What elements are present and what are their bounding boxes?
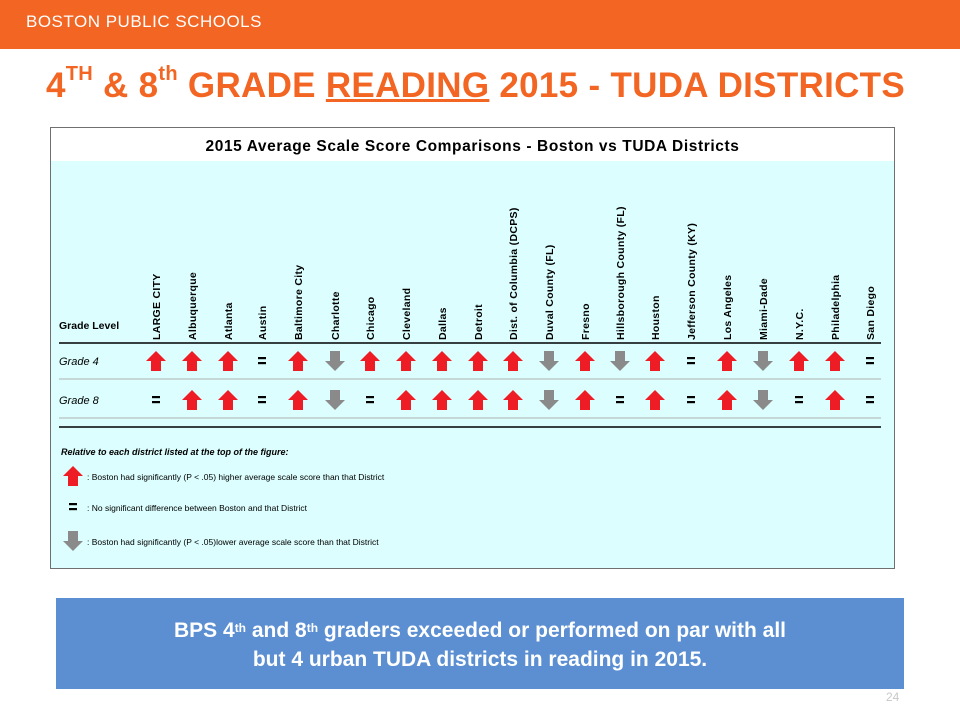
district-header: Chicago [365,296,377,340]
legend-text: : Boston had significantly (P < .05)lowe… [87,537,379,547]
cell-down-arrow-icon [539,351,559,371]
cell-down-arrow-icon [753,351,773,371]
district-header: Miami-Dade [758,278,770,340]
cell-up-arrow-icon [468,351,488,371]
district-header: Philadelphia [830,275,842,340]
district-header: Austin [257,306,269,340]
cell-up-arrow-icon [503,390,523,410]
district-header: Los Angeles [722,275,734,340]
district-header: N.Y.C. [794,308,806,340]
cell-up-arrow-icon [717,390,737,410]
district-header: Baltimore City [293,265,305,340]
legend-equal-icon [69,508,77,511]
district-header: Detroit [473,304,485,340]
district-header: Jefferson County (KY) [686,223,698,340]
page-number: 24 [886,690,900,704]
comparison-chart: 2015 Average Scale Score Comparisons - B… [50,127,895,569]
cell-down-arrow-icon [325,351,345,371]
cell-down-arrow-icon [610,351,630,371]
cell-up-arrow-icon [503,351,523,371]
cell-equal-icon [866,357,874,360]
cell-up-arrow-icon [288,351,308,371]
district-header: Albuquerque [187,272,199,340]
district-header: Dallas [437,307,449,340]
cell-up-arrow-icon [575,390,595,410]
cell-up-arrow-icon [360,351,380,371]
district-header: LARGE CITY [151,273,163,340]
callout-line-2: but 4 urban TUDA districts in reading in… [252,648,708,671]
cell-up-arrow-icon [182,390,202,410]
cell-up-arrow-icon [396,351,416,371]
district-header: Charlotte [330,291,342,340]
cell-equal-icon [795,401,803,404]
legend-up-arrow-icon [63,466,83,486]
cell-equal-icon [866,396,874,399]
cell-equal-icon [152,396,160,399]
cell-up-arrow-icon [432,390,452,410]
cell-equal-icon [687,401,695,404]
cell-up-arrow-icon [825,351,845,371]
cell-up-arrow-icon [789,351,809,371]
cell-equal-icon [795,396,803,399]
grade-level-label: Grade Level [59,320,119,332]
cell-equal-icon [616,396,624,399]
cell-up-arrow-icon [182,351,202,371]
chart-panel: LARGE CITY Albuquerque Atlanta Austin Baltim… [51,161,894,568]
cell-up-arrow-icon [645,390,665,410]
callout-line-1: BPS 4th and 8th graders exceeded or perf… [173,619,786,642]
district-header: Cleveland [401,288,413,340]
cell-up-arrow-icon [396,390,416,410]
slide-title: 4TH & 8th GRADE READING 2015 - TUDA DIST… [46,63,906,105]
cell-up-arrow-icon [218,351,238,371]
chart-grid: LARGE CITY Albuquerque Atlanta Austin Baltim… [59,206,881,551]
cell-up-arrow-icon [717,351,737,371]
title-underlined-subject: READING [325,66,490,105]
district-header: Hillsborough County (FL) [615,206,627,340]
cell-up-arrow-icon [575,351,595,371]
cell-equal-icon [687,357,695,360]
summary-callout: BPS 4th and 8th graders exceeded or perf… [56,598,904,689]
district-header: Fresno [580,303,592,340]
district-header: San Diego [865,286,877,340]
cell-up-arrow-icon [432,351,452,371]
chart-title: 2015 Average Scale Score Comparisons - B… [205,138,740,155]
legend-heading: Relative to each district listed at the … [61,447,289,457]
cell-up-arrow-icon [468,390,488,410]
cell-equal-icon [152,401,160,404]
cell-equal-icon [366,401,374,404]
row-label: Grade 4 [59,356,99,368]
district-header: Duval County (FL) [544,244,556,340]
cell-down-arrow-icon [753,390,773,410]
cell-equal-icon [258,357,266,360]
legend-down-arrow-icon [63,531,83,551]
header-bar: BOSTON PUBLIC SCHOOLS [0,0,960,49]
cell-equal-icon [866,362,874,365]
cell-up-arrow-icon [146,351,166,371]
cell-up-arrow-icon [645,351,665,371]
cell-equal-icon [687,396,695,399]
cell-up-arrow-icon [218,390,238,410]
legend-text: : No significant difference between Bost… [87,503,308,513]
cell-equal-icon [366,396,374,399]
district-header: Atlanta [223,302,235,340]
district-header: Houston [650,295,662,340]
cell-equal-icon [258,362,266,365]
cell-equal-icon [258,396,266,399]
row-label: Grade 8 [59,395,100,407]
cell-equal-icon [616,401,624,404]
cell-equal-icon [866,401,874,404]
legend-equal-icon [69,503,77,506]
cell-equal-icon [687,362,695,365]
cell-down-arrow-icon [539,390,559,410]
district-header: Dist. of Columbia (DCPS) [508,207,520,340]
cell-up-arrow-icon [288,390,308,410]
cell-down-arrow-icon [325,390,345,410]
org-name: BOSTON PUBLIC SCHOOLS [26,12,262,31]
legend-text: : Boston had significantly (P < .05) hig… [87,472,385,482]
cell-equal-icon [258,401,266,404]
cell-up-arrow-icon [825,390,845,410]
